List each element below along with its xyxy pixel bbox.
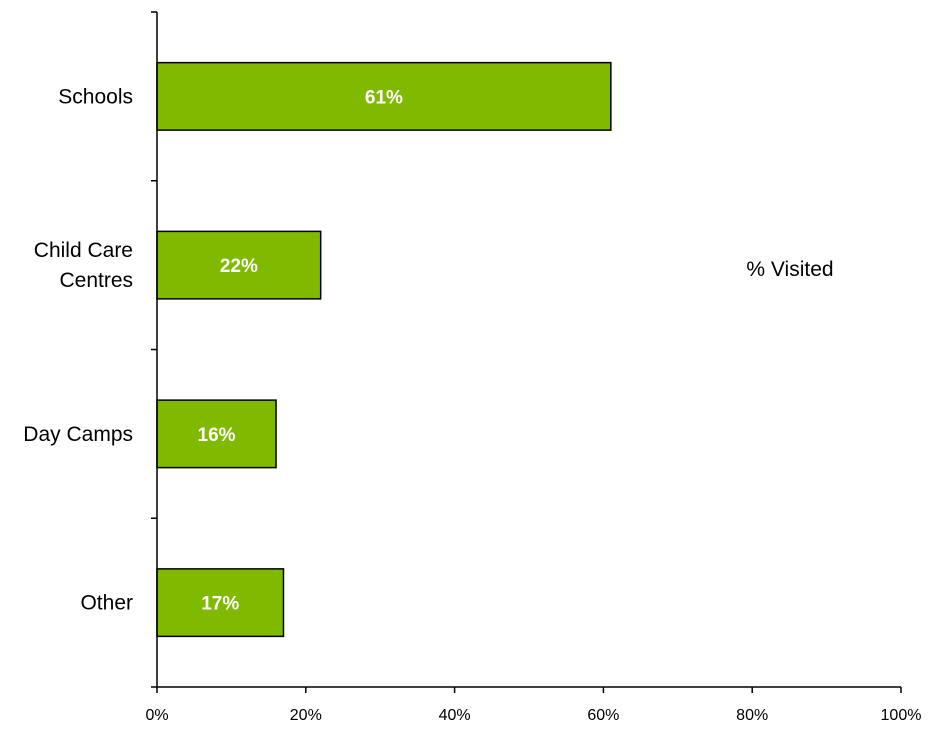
category-label-line: Day Camps [23, 423, 133, 446]
category-label-line: Child Care [34, 239, 133, 262]
category-labels-group: Schools Child Care Centres Day Camps Other [23, 85, 133, 614]
bar-3 [156, 568, 285, 638]
data-label-1: 22% [220, 256, 258, 277]
x-tick-labels-group: 0% 20% 40% 60% 80% 100% [145, 707, 921, 724]
category-label-line: Centres [59, 269, 133, 292]
category-label-0: Schools [58, 85, 133, 108]
bar-0 [156, 61, 612, 131]
x-tick-label-5: 100% [881, 707, 922, 724]
axes-group [151, 11, 902, 693]
legend-label: % Visited [746, 258, 833, 281]
category-label-line: Other [80, 592, 133, 615]
data-label-3: 17% [201, 594, 239, 615]
data-labels-group: 61% 22% 16% 17% [198, 87, 404, 614]
data-label-0: 61% [365, 87, 403, 108]
x-tick-label-4: 80% [736, 707, 768, 724]
category-label-3: Other [80, 592, 133, 615]
x-tick-label-0: 0% [145, 707, 168, 724]
x-tick-label-3: 60% [587, 707, 619, 724]
category-label-2: Day Camps [23, 423, 133, 446]
category-label-1: Child Care Centres [34, 239, 133, 292]
x-tick-label-2: 40% [439, 707, 471, 724]
bar-1 [156, 230, 322, 300]
x-tick-label-1: 20% [290, 707, 322, 724]
data-label-2: 16% [198, 425, 236, 446]
bars-group [156, 61, 612, 638]
bar-2 [156, 399, 277, 469]
category-label-line: Schools [58, 85, 133, 108]
